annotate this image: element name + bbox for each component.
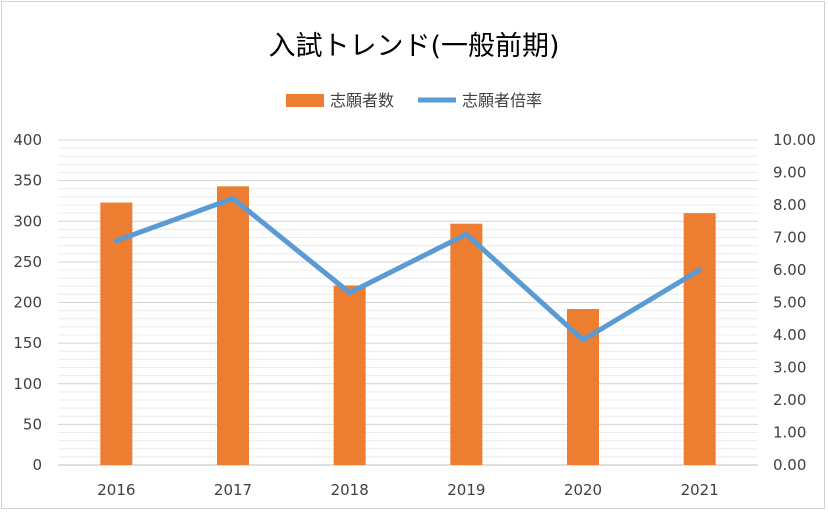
- left-tick-label: 400: [13, 131, 42, 149]
- legend-label-applicants: 志願者数: [330, 91, 394, 110]
- bar-2021: [683, 213, 716, 465]
- left-tick-label: 250: [13, 253, 42, 271]
- ratio-line: [113, 196, 703, 343]
- right-tick-label: 3.00: [773, 359, 806, 377]
- chart-title: 入試トレンド(一般前期): [268, 31, 559, 62]
- line-series-ratio: [113, 196, 703, 343]
- x-axis-ticks: 2016 2017 2018 2019 2020 2021: [97, 481, 719, 499]
- x-tick-label: 2020: [564, 481, 602, 499]
- bar-2018: [333, 285, 366, 465]
- right-tick-label: 0.00: [773, 456, 806, 474]
- bar-series-applicants: [100, 186, 716, 465]
- right-tick-label: 1.00: [773, 424, 806, 442]
- right-axis-ticks: 0.00 1.00 2.00 3.00 4.00 5.00 6.00 7.00 8.00 9.00…: [773, 131, 816, 474]
- left-tick-label: 300: [13, 212, 42, 230]
- legend: 志願者数 志願者倍率: [286, 91, 542, 110]
- right-tick-label: 6.00: [773, 261, 806, 279]
- left-tick-label: 50: [23, 415, 42, 433]
- left-tick-label: 200: [13, 294, 42, 312]
- right-tick-label: 9.00: [773, 164, 806, 182]
- right-tick-label: 10.00: [773, 131, 816, 149]
- x-tick-label: 2017: [214, 481, 252, 499]
- legend-swatch-applicants: [286, 94, 324, 107]
- right-tick-label: 4.00: [773, 326, 806, 344]
- right-tick-label: 5.00: [773, 294, 806, 312]
- left-tick-label: 150: [13, 334, 42, 352]
- x-tick-label: 2016: [97, 481, 135, 499]
- left-axis-ticks: 0 50 100 150 200 250 300 350 400: [13, 131, 42, 474]
- x-tick-label: 2019: [447, 481, 485, 499]
- legend-label-ratio: 志願者倍率: [462, 91, 542, 110]
- bar-2019: [450, 223, 483, 465]
- left-tick-label: 350: [13, 172, 42, 190]
- bar-2016: [100, 202, 133, 465]
- left-tick-label: 100: [13, 375, 42, 393]
- x-tick-label: 2021: [681, 481, 719, 499]
- right-tick-label: 8.00: [773, 196, 806, 214]
- right-tick-label: 2.00: [773, 391, 806, 409]
- right-tick-label: 7.00: [773, 229, 806, 247]
- gridlines: [58, 139, 758, 466]
- bar-2017: [217, 186, 249, 465]
- x-tick-label: 2018: [331, 481, 369, 499]
- left-tick-label: 0: [32, 456, 42, 474]
